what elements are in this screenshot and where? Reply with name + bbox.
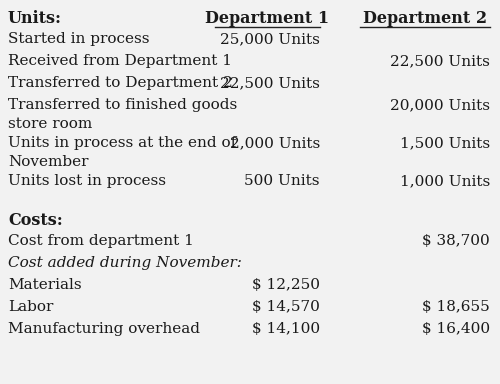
- Text: Costs:: Costs:: [8, 212, 63, 229]
- Text: Units:: Units:: [8, 10, 62, 27]
- Text: 20,000 Units: 20,000 Units: [390, 98, 490, 112]
- Text: Transferred to Department 2: Transferred to Department 2: [8, 76, 233, 90]
- Text: Units in process at the end of
November: Units in process at the end of November: [8, 136, 236, 169]
- Text: Department 1: Department 1: [206, 10, 330, 27]
- Text: 22,500 Units: 22,500 Units: [390, 54, 490, 68]
- Text: Materials: Materials: [8, 278, 82, 292]
- Text: $ 18,655: $ 18,655: [422, 300, 490, 314]
- Text: $ 16,400: $ 16,400: [422, 322, 490, 336]
- Text: $ 14,100: $ 14,100: [252, 322, 320, 336]
- Text: 25,000 Units: 25,000 Units: [220, 32, 320, 46]
- Text: Transferred to finished goods
store room: Transferred to finished goods store room: [8, 98, 237, 131]
- Text: Received from Department 1: Received from Department 1: [8, 54, 232, 68]
- Text: 500 Units: 500 Units: [244, 174, 320, 188]
- Text: 22,500 Units: 22,500 Units: [220, 76, 320, 90]
- Text: Manufacturing overhead: Manufacturing overhead: [8, 322, 200, 336]
- Text: $ 14,570: $ 14,570: [252, 300, 320, 314]
- Text: Cost from department 1: Cost from department 1: [8, 234, 194, 248]
- Text: $ 38,700: $ 38,700: [422, 234, 490, 248]
- Text: $ 12,250: $ 12,250: [252, 278, 320, 292]
- Text: Cost added during November:: Cost added during November:: [8, 256, 242, 270]
- Text: Units lost in process: Units lost in process: [8, 174, 166, 188]
- Text: Labor: Labor: [8, 300, 54, 314]
- Text: Department 2: Department 2: [363, 10, 487, 27]
- Text: Started in process: Started in process: [8, 32, 150, 46]
- Text: 2,000 Units: 2,000 Units: [230, 136, 320, 150]
- Text: 1,500 Units: 1,500 Units: [400, 136, 490, 150]
- Text: 1,000 Units: 1,000 Units: [400, 174, 490, 188]
